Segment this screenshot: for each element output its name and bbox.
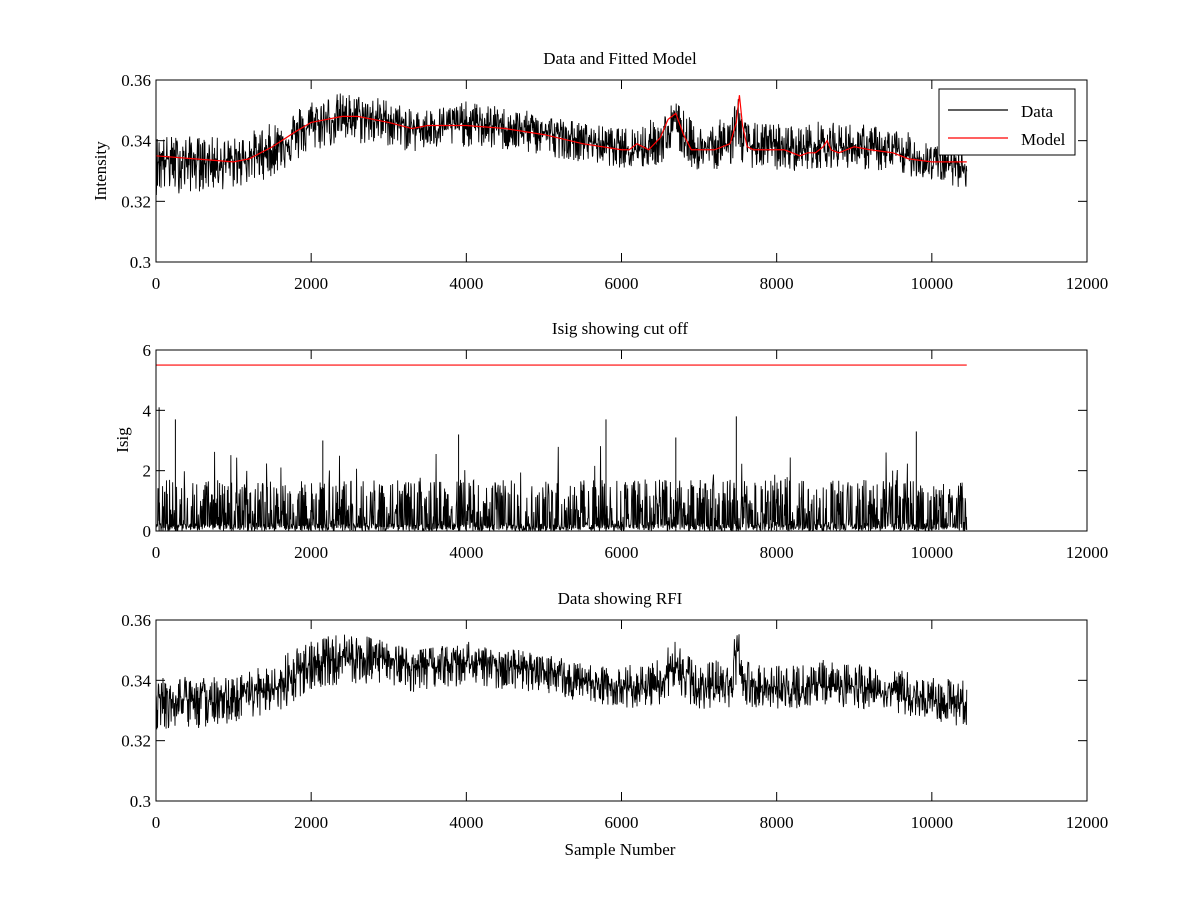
x-tick-label: 12000: [1066, 274, 1109, 293]
x-tick-label: 10000: [911, 543, 954, 562]
y-tick-label: 0.34: [121, 132, 151, 151]
series-isig-line: [156, 446, 968, 531]
y-axis-label: Isig: [113, 427, 132, 453]
x-tick-label: 6000: [605, 543, 639, 562]
panel-title: Data showing RFI: [558, 589, 683, 608]
x-tick-label: 0: [152, 813, 161, 832]
x-tick-label: 8000: [760, 274, 794, 293]
series-layer: [156, 364, 968, 531]
series-data-line: [156, 634, 968, 730]
x-tick-label: 12000: [1066, 543, 1109, 562]
plot-area: 0 2000 4000 6000 8000 10000 12000 0.3 0.32 0.34 0.…: [121, 611, 1108, 832]
y-tick-label: 0.36: [121, 611, 151, 630]
x-tick-label: 6000: [605, 274, 639, 293]
x-tick-label: 0: [152, 274, 161, 293]
series-layer: [156, 93, 968, 196]
series-model-line: [156, 95, 967, 163]
x-tick-label: 0: [152, 543, 161, 562]
x-tick-label: 10000: [911, 274, 954, 293]
panel-title: Isig showing cut off: [552, 319, 688, 338]
y-tick-label: 0.3: [130, 792, 151, 811]
x-tick-label: 4000: [449, 274, 483, 293]
series-layer: [156, 634, 968, 730]
y-tick-label: 0.34: [121, 671, 151, 690]
y-tick-label: 0.32: [121, 732, 151, 751]
legend: Data Model: [938, 88, 1076, 156]
x-tick-label: 12000: [1066, 813, 1109, 832]
legend-box: [938, 88, 1076, 156]
x-tick-label: 4000: [449, 813, 483, 832]
y-tick-label: 0: [143, 522, 152, 541]
y-tick-label: 4: [143, 401, 152, 420]
legend-label-model: Model: [1021, 130, 1066, 149]
y-axis-label: Intensity: [91, 141, 110, 201]
y-tick-label: 2: [143, 462, 152, 481]
x-axis-label: Sample Number: [565, 840, 676, 859]
series-data-line: [156, 93, 968, 196]
panel-isig: Isig showing cut off Isig 0 2000 4000 6000 8…: [113, 319, 1108, 562]
y-tick-label: 6: [143, 341, 152, 360]
panel-title: Data and Fitted Model: [543, 49, 697, 68]
plot-area: 0 2000 4000 6000 8000 10000 12000 0 2 4 6: [143, 341, 1109, 562]
x-tick-label: 2000: [294, 274, 328, 293]
x-tick-label: 6000: [605, 813, 639, 832]
panel-data-and-model: Data and Fitted Model Intensity 0 2000 400…: [91, 49, 1108, 293]
x-tick-label: 10000: [911, 813, 954, 832]
y-tick-label: 0.36: [121, 71, 151, 90]
y-tick-label: 0.3: [130, 253, 151, 272]
plot-area: 0 2000 4000 6000 8000 10000 12000 0.3 0.32 0.34 0.…: [121, 71, 1108, 293]
x-tick-label: 8000: [760, 543, 794, 562]
legend-label-data: Data: [1021, 102, 1054, 121]
x-tick-label: 2000: [294, 813, 328, 832]
panel-rfi: Data showing RFI 0 2000 4000 6000 8000 10000 1…: [121, 589, 1108, 832]
y-tick-label: 0.32: [121, 192, 151, 211]
x-tick-label: 4000: [449, 543, 483, 562]
x-tick-label: 8000: [760, 813, 794, 832]
x-tick-label: 2000: [294, 543, 328, 562]
